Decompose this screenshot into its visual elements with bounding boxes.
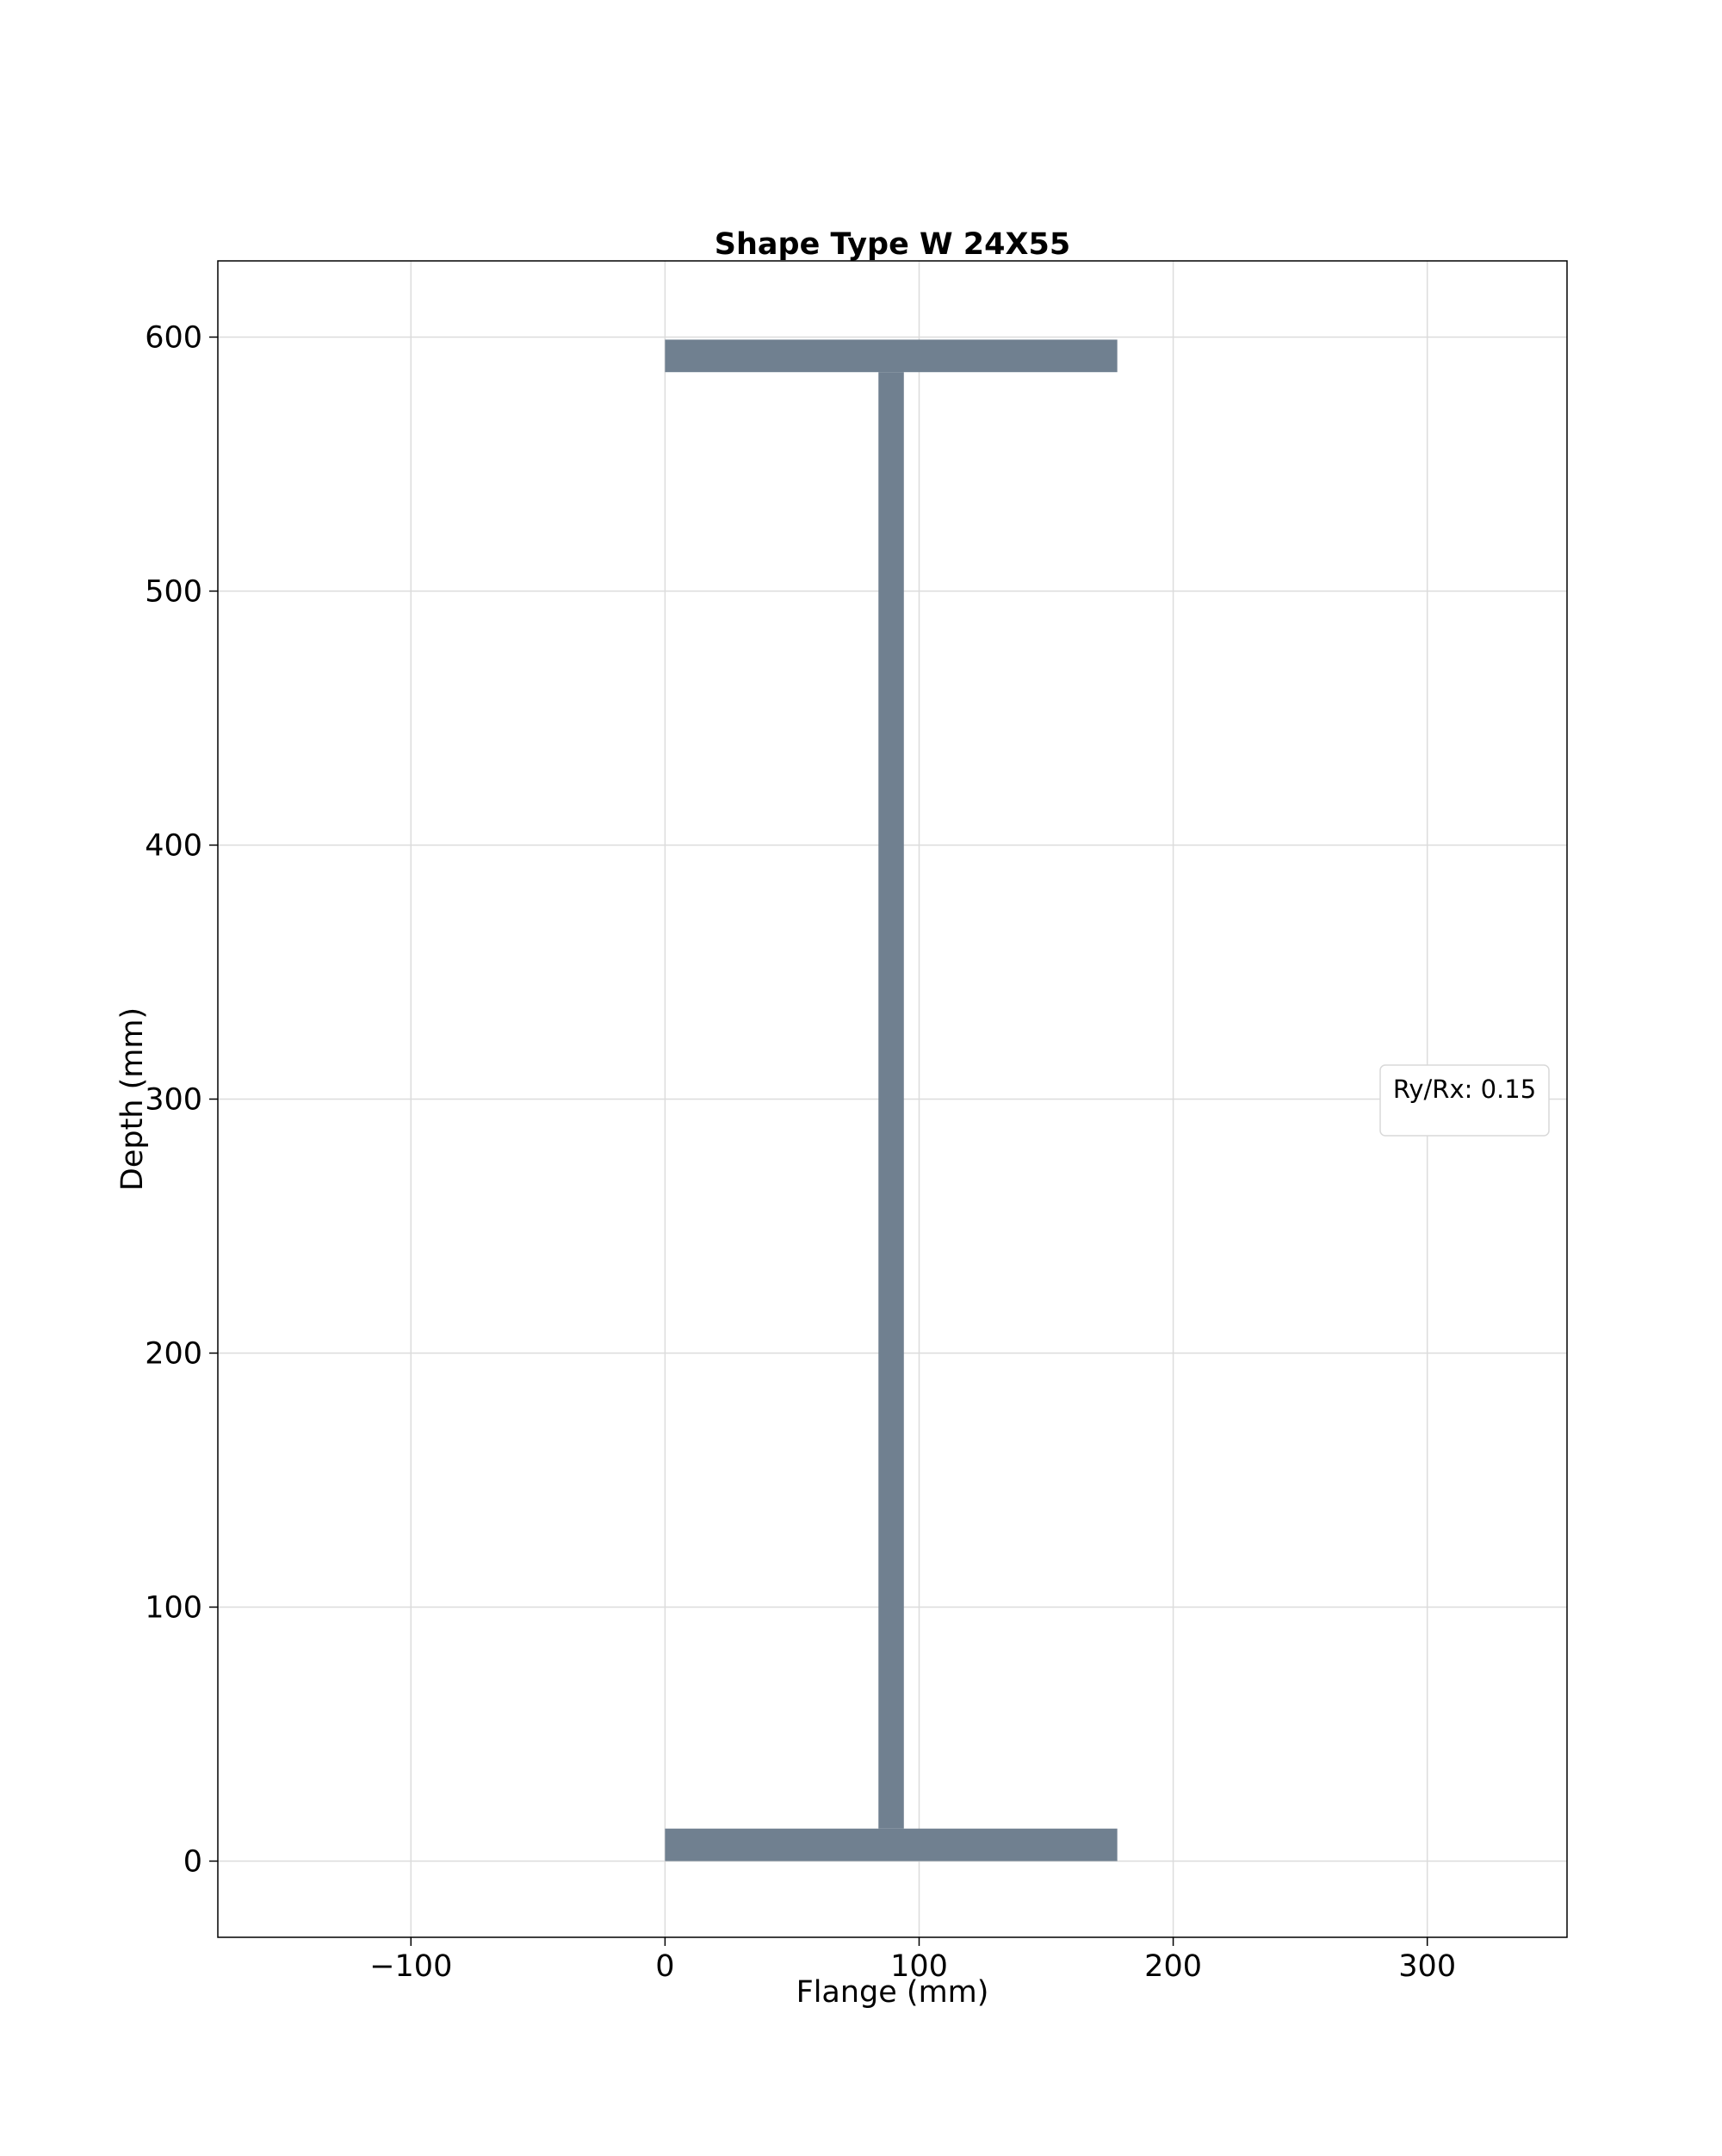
bottom-flange: [665, 1828, 1118, 1862]
y-tick-label: 0: [183, 1845, 202, 1880]
y-tick-label: 300: [145, 1083, 202, 1118]
legend-text: Ry/Rx: 0.15: [1393, 1075, 1536, 1104]
web: [878, 372, 904, 1829]
x-axis-label: Flange (mm): [796, 1975, 989, 2010]
y-tick-label: 200: [145, 1337, 202, 1372]
x-tick-label: 200: [1144, 1949, 1202, 1984]
legend-box: [1379, 1064, 1550, 1137]
chart-title: Shape Type W 24X55: [715, 227, 1070, 262]
y-tick-label: 500: [145, 575, 202, 610]
x-tick-label: 300: [1398, 1949, 1456, 1984]
y-tick-label: 100: [145, 1591, 202, 1626]
y-tick-label: 400: [145, 829, 202, 864]
x-tick-label: −100: [369, 1949, 452, 1984]
y-axis-label: Depth (mm): [115, 1007, 150, 1191]
y-tick-label: 600: [145, 321, 202, 356]
ticks: −100 0 100 200 300 0 100 200 300 400 500 600: [145, 321, 1456, 1985]
x-tick-label: 100: [890, 1949, 948, 1984]
x-tick-label: 0: [655, 1949, 674, 1984]
shape-section: [665, 339, 1118, 1862]
legend: Ry/Rx: 0.15: [1379, 1064, 1550, 1137]
top-flange: [665, 339, 1118, 373]
